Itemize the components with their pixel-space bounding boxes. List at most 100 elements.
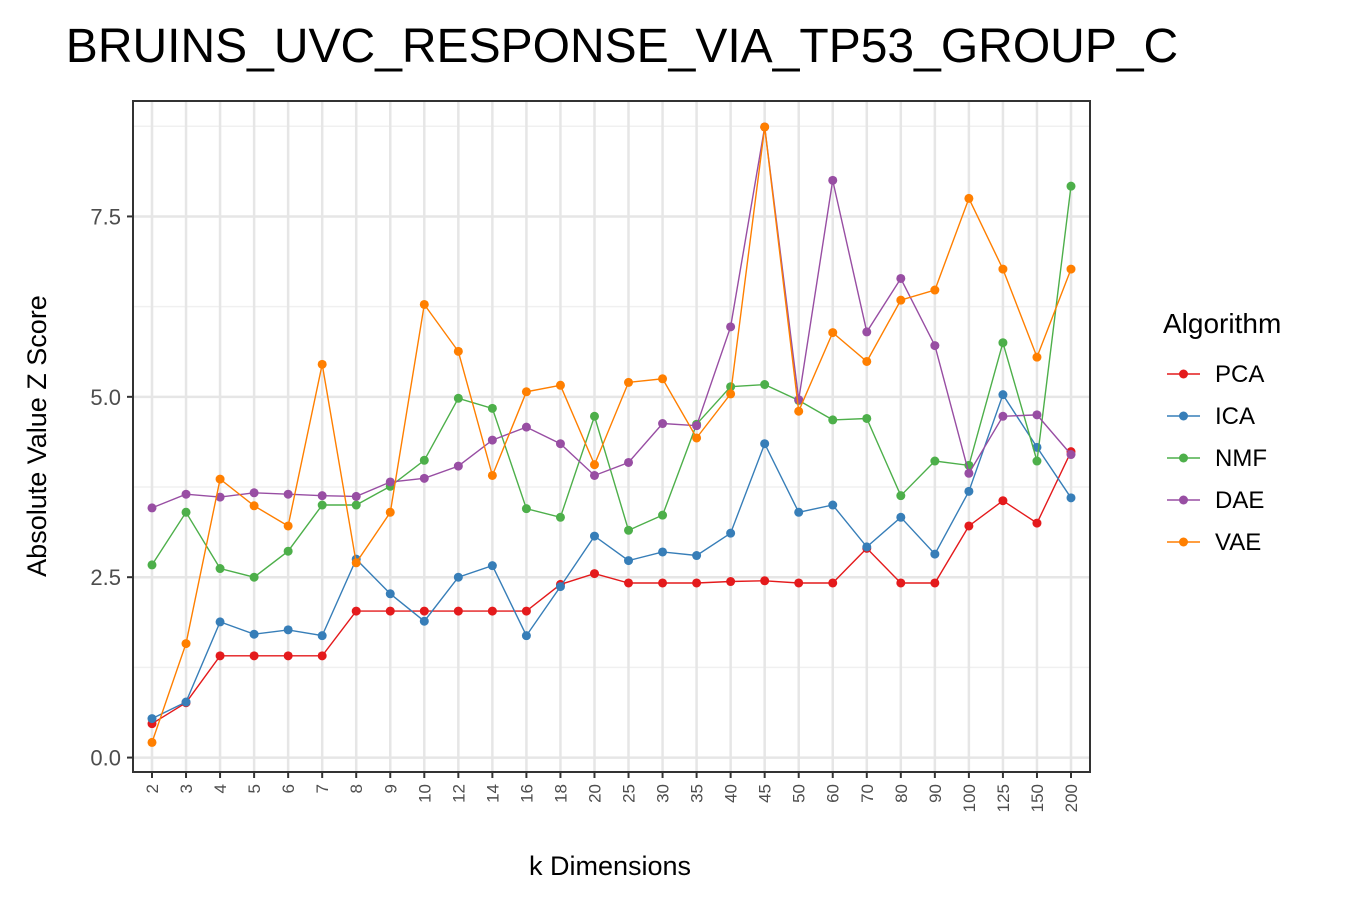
data-point-ica [692, 551, 702, 561]
data-point-vae [317, 359, 327, 369]
data-point-dae [181, 489, 191, 499]
data-point-nmf [658, 510, 668, 520]
x-tick-label: 30 [654, 784, 673, 803]
data-point-pca [964, 521, 974, 531]
data-point-dae [351, 491, 361, 501]
data-point-vae [896, 295, 906, 305]
data-point-pca [283, 651, 293, 661]
data-point-nmf [147, 560, 157, 570]
data-point-pca [385, 606, 395, 616]
legend-key-point [1179, 495, 1188, 505]
data-point-dae [555, 439, 565, 449]
data-point-vae [215, 474, 225, 484]
data-point-pca [692, 578, 702, 588]
x-tick-label: 9 [381, 784, 400, 793]
data-point-dae [726, 322, 736, 332]
data-point-nmf [624, 525, 634, 535]
series-line-nmf [151, 186, 1072, 578]
legend: Algorithm PCA ICA NMF DAE VAE [1163, 308, 1281, 556]
series-line-dae [151, 126, 1072, 509]
x-tick-label: 3 [177, 784, 196, 793]
data-point-pca [828, 578, 838, 588]
data-point-ica [215, 617, 225, 627]
legend-key-point [1179, 411, 1188, 421]
data-point-ica [555, 582, 565, 592]
data-point-dae [589, 470, 599, 480]
data-point-ica [283, 625, 293, 635]
data-point-ica [828, 500, 838, 510]
data-point-dae [692, 421, 702, 431]
x-tick-label: 4 [211, 784, 230, 793]
data-point-nmf [1066, 181, 1076, 191]
data-point-dae [1032, 410, 1042, 420]
x-tick-label: 90 [926, 784, 945, 803]
data-point-dae [147, 503, 157, 513]
x-tick-label: 14 [483, 784, 502, 803]
x-tick-label: 10 [415, 784, 434, 803]
x-tick-label: 125 [994, 784, 1013, 812]
x-tick-label: 2 [143, 784, 162, 793]
data-point-ica [1066, 493, 1076, 503]
data-point-nmf [589, 411, 599, 421]
x-tick-label: 200 [1062, 784, 1081, 812]
data-point-dae [930, 341, 940, 351]
data-point-nmf [862, 413, 872, 423]
data-point-pca [930, 578, 940, 588]
data-point-pca [249, 651, 259, 661]
data-point-ica [181, 697, 191, 707]
data-point-nmf [249, 572, 259, 582]
legend-title: Algorithm [1163, 308, 1281, 339]
x-tick-label: 60 [824, 784, 843, 803]
data-point-nmf [760, 380, 770, 390]
data-point-vae [794, 406, 804, 416]
series-line-vae [151, 126, 1072, 743]
data-point-ica [624, 556, 634, 566]
data-point-nmf [896, 491, 906, 501]
data-point-ica [317, 631, 327, 641]
data-point-nmf [521, 504, 531, 514]
y-tick-label: 2.5 [90, 565, 121, 590]
series-layer [147, 122, 1076, 747]
data-point-vae [964, 193, 974, 203]
data-point-nmf [453, 393, 463, 403]
y-tick-label: 5.0 [90, 385, 121, 410]
x-axis-title: k Dimensions [529, 851, 691, 881]
x-axis: 2 3 4 5 6 7 8 9 10 12 14 16 18 20 25 30 35 40 45 50 60 70 80 90… [143, 772, 1081, 812]
data-point-vae [589, 460, 599, 470]
chart-title: BRUINS_UVC_RESPONSE_VIA_TP53_GROUP_C [66, 20, 1178, 73]
legend-label-pca: PCA [1215, 361, 1264, 388]
data-point-vae [249, 501, 259, 511]
data-point-pca [726, 577, 736, 587]
data-point-pca [521, 606, 531, 616]
data-point-ica [589, 531, 599, 541]
y-axis-title: Absolute Value Z Score [22, 295, 52, 577]
x-tick-label: 8 [347, 784, 366, 793]
data-point-pca [760, 576, 770, 586]
series-line-ica [151, 393, 1072, 720]
x-tick-label: 80 [892, 784, 911, 803]
data-point-vae [1032, 352, 1042, 362]
data-point-pca [1032, 518, 1042, 528]
data-point-dae [998, 411, 1008, 421]
x-tick-label: 100 [960, 784, 979, 812]
data-point-vae [828, 328, 838, 338]
data-point-pca [998, 496, 1008, 506]
data-point-ica [487, 561, 497, 571]
data-point-nmf [317, 500, 327, 510]
x-tick-label: 18 [551, 784, 570, 803]
data-point-vae [521, 387, 531, 397]
legend-key-point [1179, 369, 1188, 379]
data-point-dae [453, 461, 463, 471]
data-point-dae [249, 488, 259, 498]
data-point-dae [624, 457, 634, 467]
data-point-nmf [998, 338, 1008, 348]
data-point-dae [862, 327, 872, 337]
data-point-vae [351, 558, 361, 568]
data-point-vae [862, 356, 872, 366]
plot-background [133, 101, 1090, 772]
data-point-vae [930, 285, 940, 295]
x-tick-label: 40 [722, 784, 741, 803]
data-point-ica [760, 439, 770, 449]
data-point-pca [215, 651, 225, 661]
data-point-ica [147, 714, 157, 724]
